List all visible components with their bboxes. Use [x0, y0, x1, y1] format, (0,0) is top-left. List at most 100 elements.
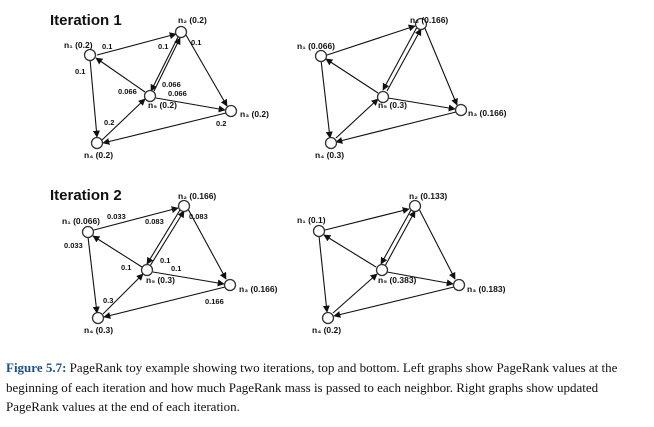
edge-n3-n4: [102, 112, 227, 145]
edge-n2-n5: [150, 36, 179, 92]
edge-label-n2-n5: 0.083: [145, 217, 164, 226]
edge-n1-n2: [324, 207, 410, 231]
edge-label-n5-n2: 0.066: [162, 80, 181, 89]
edge-n1-n2: [93, 206, 179, 231]
edge-n3-n4: [103, 286, 226, 319]
caption-text: PageRank toy example showing two iterati…: [6, 360, 618, 414]
edge-n5-n1: [325, 58, 379, 94]
node-n3: [454, 103, 468, 117]
edge-n5-n1: [323, 234, 377, 268]
edge-n1-n4: [87, 236, 100, 314]
node-n5-label: n₅ (0.2): [148, 100, 177, 110]
edge-n4-n5: [332, 273, 378, 314]
edge-n1-n2: [96, 32, 177, 56]
node-n5-label: n₅ (0.3): [378, 100, 407, 110]
edge-n4-n5: [102, 273, 144, 315]
edge-label-n2-n3: 0.083: [189, 212, 208, 221]
edge-label-n4-n5: 0.2: [104, 118, 114, 127]
node-n2: [177, 199, 191, 213]
node-n5: [140, 263, 154, 277]
edge-label-n5-n3: 0.1: [171, 264, 181, 273]
edge-n5-n3: [387, 97, 456, 112]
node-n4: [91, 311, 105, 325]
node-n2: [174, 25, 188, 39]
node-n3-label: n₃ (0.166): [239, 284, 278, 294]
node-n4: [90, 136, 104, 150]
edge-label-n5-n1: 0.1: [121, 263, 131, 272]
edge-n5-n1: [95, 57, 146, 93]
node-n3-label: n₃ (0.183): [467, 284, 506, 294]
node-n5: [143, 89, 157, 103]
node-n2-label: n₂ (0.2): [178, 15, 207, 25]
graph-iteration-1-start: n₁ (0.2) n₂ (0.2) n₃ (0.2) n₄ (0.2) n₅ (…: [64, 15, 269, 160]
edge-n5-n2: [153, 37, 181, 92]
pagerank-diagram: Iteration 1 n₁ (0.2) n₂ (0.2) n₃ (0.2) n…: [50, 12, 507, 335]
edge-label-n5-n1: 0.066: [118, 87, 137, 96]
node-n3: [224, 104, 238, 118]
edge-n1-n4: [318, 235, 330, 313]
node-n3: [452, 278, 466, 292]
edge-n1-n2: [326, 24, 416, 56]
edge-n3-n4: [335, 111, 457, 144]
node-n2-label: n₂ (0.133): [409, 191, 447, 201]
node-n2: [408, 199, 422, 213]
node-n5-label: n₅ (0.383): [378, 275, 417, 285]
node-n1-label: n₁ (0.2): [64, 40, 93, 50]
edge-n5-n1: [92, 235, 143, 268]
node-n4-label: n₄ (0.3): [84, 325, 113, 335]
edge-n5-n3: [386, 271, 454, 287]
edge-label-n2-n3: 0.1: [191, 38, 201, 47]
edge-n1-n4: [89, 58, 100, 138]
edge-label-n1-n4: 0.033: [64, 241, 83, 250]
edge-n2-n5: [382, 26, 418, 91]
iteration-1-title: Iteration 1: [50, 12, 122, 29]
node-n3-label: n₃ (0.166): [468, 108, 507, 118]
node-n3-label: n₃ (0.2): [240, 109, 269, 119]
graph-iteration-1-end: n₁ (0.066) n₂ (0.166) n₃ (0.166) n₄ (0.3…: [297, 15, 507, 160]
edge-n2-n3: [418, 208, 456, 280]
edge-label-n5-n2: 0.1: [160, 256, 170, 265]
edge-n5-n2: [149, 210, 185, 267]
iteration-2-title: Iteration 2: [50, 187, 122, 204]
edge-label-n1-n2: 0.1: [102, 42, 112, 51]
node-n3: [223, 278, 237, 292]
node-n1: [83, 48, 97, 62]
edge-label-n2-n5: 0.1: [158, 42, 168, 51]
edge-n5-n2: [384, 210, 416, 267]
node-n4: [324, 136, 338, 150]
edge-n5-n2: [386, 28, 422, 92]
edge-label-n4-n5: 0.3: [103, 296, 113, 305]
edge-n2-n3: [187, 208, 227, 280]
graph-iteration-2-start: n₁ (0.066) n₂ (0.166) n₃ (0.166) n₄ (0.3…: [62, 191, 278, 335]
node-n4-label: n₄ (0.2): [312, 325, 341, 335]
node-n5: [376, 90, 390, 104]
edge-n2-n3: [185, 34, 228, 107]
figure-caption: Figure 5.7: PageRank toy example showing…: [6, 358, 648, 417]
edge-n2-n3: [423, 25, 458, 106]
edge-n3-n4: [333, 286, 455, 318]
edge-n2-n5: [146, 209, 181, 265]
node-n1: [312, 224, 326, 238]
edge-label-n1-n2: 0.033: [107, 212, 126, 221]
graph-iteration-2-end: n₁ (0.1) n₂ (0.133) n₃ (0.183) n₄ (0.2) …: [297, 191, 506, 335]
node-n1-label: n₁ (0.066): [62, 216, 100, 226]
edge-n5-n3: [155, 97, 226, 113]
edge-n4-n5: [101, 98, 146, 141]
figure-label: Figure 5.7:: [6, 360, 67, 375]
edge-n4-n5: [335, 98, 379, 139]
node-n4-label: n₄ (0.2): [84, 150, 113, 160]
node-n4-label: n₄ (0.3): [315, 150, 344, 160]
edge-label-n3-n4: 0.2: [216, 119, 226, 128]
node-n2-label: n₂ (0.166): [178, 191, 216, 201]
node-n2-label: n₂ (0.166): [410, 15, 448, 25]
edge-n5-n3: [152, 271, 225, 287]
edge-label-n3-n4: 0.166: [205, 297, 224, 306]
edge-n1-n4: [320, 59, 333, 139]
node-n5-label: n₅ (0.3): [146, 275, 175, 285]
edge-label-n5-n3: 0.066: [168, 89, 187, 98]
edge-n2-n5: [380, 209, 412, 265]
edge-label-n1-n4: 0.1: [75, 67, 85, 76]
node-n1: [314, 49, 328, 63]
node-n4: [321, 311, 335, 325]
node-n1-label: n₁ (0.066): [297, 41, 335, 51]
